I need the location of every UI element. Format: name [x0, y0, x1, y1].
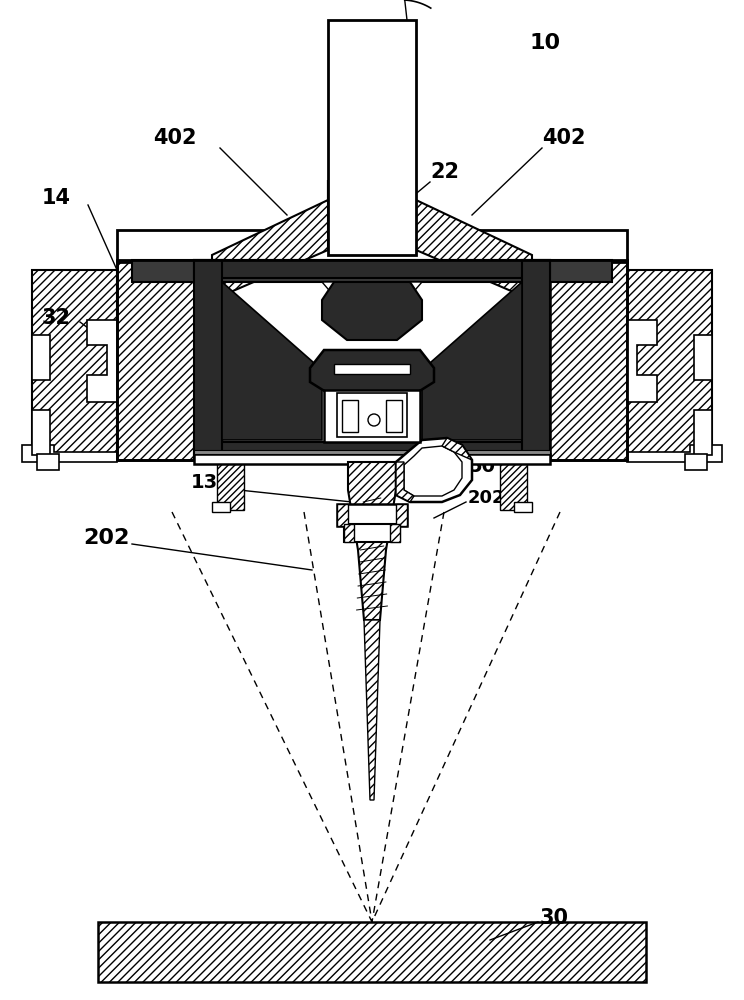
Bar: [386, 400, 402, 432]
Bar: [212, 502, 230, 512]
Polygon shape: [32, 270, 117, 458]
Polygon shape: [396, 504, 407, 526]
Text: 10: 10: [530, 33, 561, 53]
Bar: [328, 20, 416, 255]
Text: 13: 13: [191, 473, 218, 491]
Polygon shape: [212, 180, 328, 300]
Polygon shape: [212, 240, 328, 297]
Bar: [685, 454, 707, 470]
Bar: [222, 280, 522, 442]
Text: 202: 202: [468, 489, 505, 507]
Polygon shape: [396, 462, 414, 502]
Polygon shape: [322, 282, 422, 340]
Polygon shape: [422, 282, 522, 440]
Bar: [694, 335, 712, 380]
Polygon shape: [87, 320, 117, 402]
Polygon shape: [22, 445, 117, 462]
Polygon shape: [627, 320, 657, 402]
Bar: [117, 260, 627, 460]
Bar: [194, 454, 550, 464]
Text: 402: 402: [153, 128, 196, 148]
Bar: [334, 364, 410, 374]
Text: 14: 14: [42, 188, 71, 208]
Polygon shape: [217, 462, 244, 510]
Polygon shape: [222, 282, 322, 440]
Polygon shape: [416, 240, 532, 297]
Polygon shape: [364, 620, 380, 800]
Bar: [522, 260, 550, 460]
Polygon shape: [344, 524, 354, 542]
Polygon shape: [500, 462, 527, 510]
Bar: [194, 260, 222, 460]
Bar: [117, 230, 627, 262]
Text: 22: 22: [430, 162, 459, 182]
Bar: [694, 410, 712, 455]
Polygon shape: [390, 524, 400, 542]
Polygon shape: [117, 260, 194, 460]
Polygon shape: [348, 462, 396, 620]
Polygon shape: [627, 445, 722, 462]
Bar: [132, 260, 612, 282]
Polygon shape: [322, 282, 422, 340]
Bar: [514, 502, 532, 512]
Text: 32: 32: [42, 308, 71, 328]
Text: 402: 402: [542, 128, 586, 148]
Bar: [98, 922, 646, 982]
Bar: [337, 393, 407, 437]
Text: 32: 32: [548, 308, 577, 328]
Polygon shape: [404, 446, 462, 496]
Text: 5: 5: [415, 377, 429, 396]
Polygon shape: [396, 438, 472, 502]
Bar: [37, 454, 59, 470]
Text: 50: 50: [468, 458, 495, 477]
Polygon shape: [337, 504, 348, 526]
Bar: [342, 400, 358, 432]
Bar: [194, 450, 550, 454]
Text: 321: 321: [562, 341, 600, 359]
Bar: [32, 335, 50, 380]
Bar: [344, 524, 400, 542]
Bar: [324, 390, 420, 442]
Polygon shape: [416, 180, 532, 300]
Bar: [337, 504, 407, 526]
Polygon shape: [442, 438, 472, 460]
Polygon shape: [550, 260, 627, 460]
Bar: [194, 260, 550, 278]
Bar: [32, 410, 50, 455]
Text: 202: 202: [83, 528, 130, 548]
Polygon shape: [310, 350, 434, 392]
Text: 30: 30: [540, 908, 569, 928]
Polygon shape: [627, 270, 712, 458]
Bar: [194, 442, 550, 460]
